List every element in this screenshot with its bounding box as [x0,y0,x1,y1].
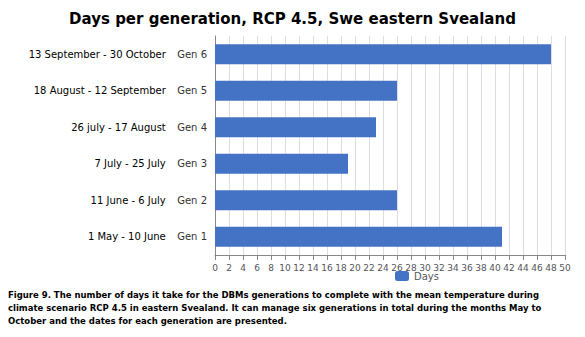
svg-text:16: 16 [321,263,333,273]
svg-text:18: 18 [335,263,347,273]
svg-text:22: 22 [363,263,374,273]
svg-text:Gen 6: Gen 6 [177,49,207,60]
svg-text:36: 36 [461,263,473,273]
svg-text:4: 4 [240,263,246,273]
svg-text:48: 48 [545,263,557,273]
svg-text:Gen 1: Gen 1 [177,231,207,242]
svg-text:13 September - 30 October: 13 September - 30 October [29,49,167,60]
svg-text:46: 46 [531,263,543,273]
svg-text:40: 40 [489,263,501,273]
svg-text:Gen 4: Gen 4 [177,122,207,133]
svg-text:20: 20 [349,263,361,273]
html-text:26 28 30 32: 26 28 30 32 [391,262,445,273]
svg-text:34: 34 [447,263,459,273]
svg-text:8: 8 [268,263,274,273]
svg-text:6: 6 [254,263,260,273]
svg-text:Days: Days [414,271,439,282]
svg-text:11 June - 6 July: 11 June - 6 July [91,195,166,206]
svg-text:Days per generation, RCP 4.5,: Days per generation, RCP 4.5, Swe easter… [69,10,516,28]
svg-text:38: 38 [475,263,487,273]
svg-text:Figure 9. The number of days i: Figure 9. The number of days it take for… [8,290,539,300]
svg-text:0: 0 [212,263,218,273]
svg-text:1 May - 10 June: 1 May - 10 June [88,231,166,242]
svg-text:44: 44 [517,263,529,273]
svg-text:Gen 5: Gen 5 [177,85,207,96]
svg-text:26 july - 17 August: 26 july - 17 August [71,122,166,133]
svg-text:12: 12 [293,263,304,273]
svg-text:7 July - 25 July: 7 July - 25 July [94,158,165,169]
svg-text:18 August - 12 September: 18 August - 12 September [34,85,167,96]
svg-text:42: 42 [503,263,514,273]
svg-text:14: 14 [307,263,319,273]
svg-text:24: 24 [377,263,389,273]
svg-text:climate scenario RCP 4.5 in ea: climate scenario RCP 4.5 in eastern Svea… [8,303,542,313]
svg-text:Gen 2: Gen 2 [177,195,207,206]
svg-text:October and the dates for each: October and the dates for each generatio… [8,316,287,326]
svg-text:Gen 3: Gen 3 [177,158,207,169]
svg-text:50: 50 [559,263,571,273]
svg-text:10: 10 [279,263,291,273]
svg-text:2: 2 [226,263,232,273]
